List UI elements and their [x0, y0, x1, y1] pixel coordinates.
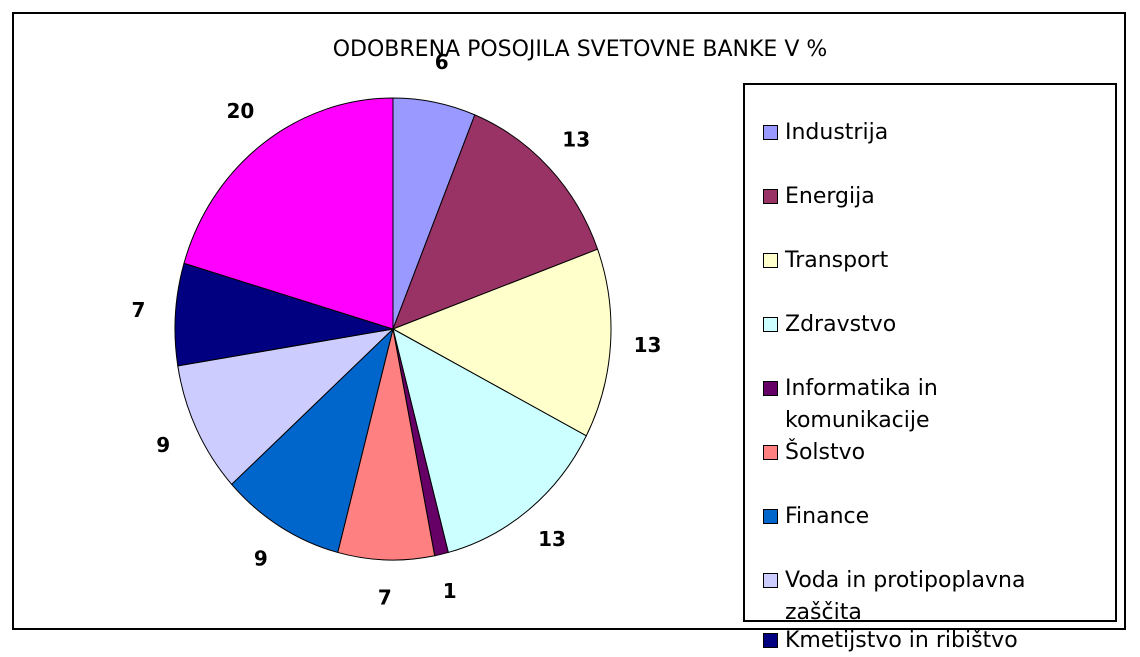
data-label: 6	[435, 50, 449, 74]
legend-swatch	[763, 633, 778, 648]
legend-entry: Industrija	[757, 117, 1087, 149]
pie-slice	[337, 328, 436, 561]
legend-label: Kmetijstvo in ribištvo	[785, 628, 1018, 653]
chart-frame	[12, 12, 1126, 630]
pie-slice	[392, 328, 587, 554]
legend: Industrija Energija Transport Zdravstvo Info…	[743, 83, 1117, 653]
legend-swatch	[763, 573, 778, 588]
legend-entry: Finance	[757, 501, 1087, 533]
data-label: 9	[254, 547, 268, 571]
legend-swatch	[763, 253, 778, 268]
legend-swatch	[763, 381, 778, 396]
pie-slice	[392, 114, 599, 330]
data-label: 13	[538, 527, 566, 551]
legend-label: Voda in protipoplavna zaščita	[785, 568, 1026, 625]
data-label: 1	[443, 579, 457, 603]
data-label: 7	[378, 586, 392, 610]
pie-slice	[391, 248, 612, 437]
legend-entry: Voda in protipoplavna zaščita	[757, 565, 1087, 629]
pie-slice	[174, 262, 394, 367]
legend-label: Energija	[785, 184, 875, 209]
legend-label: Šolstvo	[785, 440, 866, 465]
legend-entry: Energija	[757, 181, 1087, 213]
legend-label: Informatika in komunikacije	[785, 376, 938, 433]
legend-entry: Informatika in komunikacije	[757, 373, 1087, 437]
legend-entry: Transport	[757, 245, 1087, 277]
data-label: 7	[132, 298, 146, 322]
pie-slice	[230, 327, 394, 554]
legend-entry: Kmetijstvo in ribištvo	[757, 625, 1087, 657]
data-label: 9	[156, 433, 170, 457]
legend-label: Zdravstvo	[785, 312, 897, 337]
legend-label: Transport	[785, 248, 889, 273]
legend-label: Industrija	[785, 120, 889, 145]
legend-swatch	[763, 445, 778, 460]
data-label: 20	[227, 99, 255, 123]
legend-swatch	[763, 317, 778, 332]
data-label: 13	[634, 333, 662, 357]
legend-swatch	[763, 189, 778, 204]
pie-slice	[183, 97, 394, 330]
legend-entry: Šolstvo	[757, 437, 1087, 469]
legend-swatch	[763, 125, 778, 140]
legend-entry: Zdravstvo	[757, 309, 1087, 341]
legend-swatch	[763, 509, 778, 524]
chart-title: ODOBRENA POSOJILA SVETOVNE BANKE V %	[333, 37, 828, 62]
legend-label: Finance	[785, 504, 870, 529]
data-label: 13	[562, 127, 590, 151]
pie-slice	[177, 328, 395, 486]
